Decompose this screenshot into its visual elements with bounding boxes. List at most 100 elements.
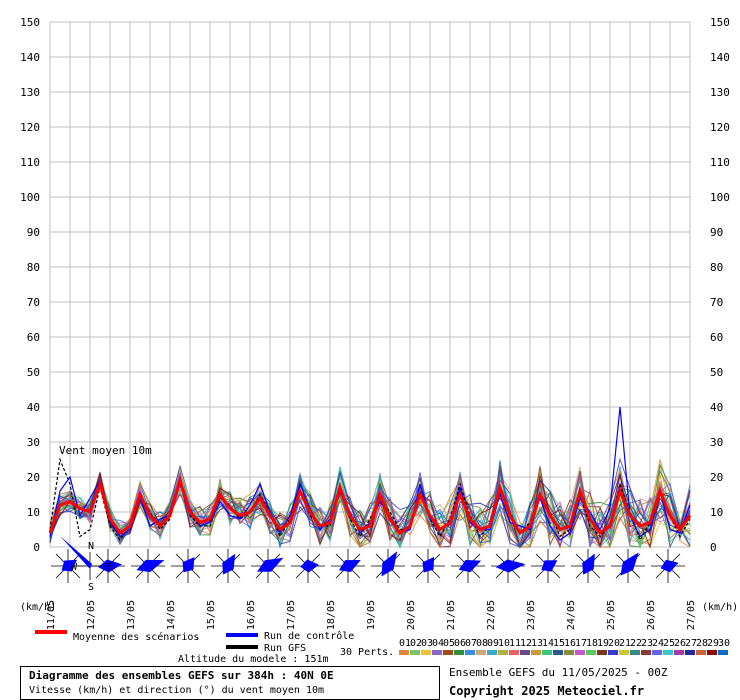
y-tick-label: 150 — [20, 16, 40, 29]
y-tick-label: 40 — [710, 401, 723, 414]
model-altitude: Altitude du modele : 151m — [178, 654, 329, 665]
wind-rose — [531, 549, 565, 583]
ensemble-run-label: Ensemble GEFS du 11/05/2025 - 00Z — [449, 666, 668, 679]
perturbation-label: 02 — [410, 638, 422, 649]
perturbation-swatch — [476, 650, 486, 655]
rose-petal — [458, 559, 482, 573]
rose-petal — [300, 559, 319, 573]
wind-rose — [371, 549, 405, 583]
y-tick-label: 20 — [27, 471, 40, 484]
wind-rose — [571, 549, 605, 583]
compass-s: S — [88, 582, 94, 593]
x-tick-label: 21/05 — [446, 600, 457, 630]
y-tick-label: 0 — [33, 541, 40, 554]
x-tick-label: 26/05 — [646, 600, 657, 630]
perturbation-swatch — [454, 650, 464, 655]
chart-annotation: Vent moyen 10m — [59, 444, 152, 457]
x-tick-label: 24/05 — [566, 600, 577, 630]
compass-n: N — [88, 541, 94, 552]
perturbation-swatch — [531, 650, 541, 655]
y-tick-label: 110 — [710, 156, 730, 169]
perturbation-label: 17 — [575, 638, 587, 649]
perturbation-label: 29 — [707, 638, 719, 649]
y-tick-label: 40 — [27, 401, 40, 414]
wind-rose — [411, 549, 445, 583]
wind-rose — [51, 549, 85, 583]
x-tick-label: 12/05 — [86, 600, 97, 630]
y-tick-label: 100 — [710, 191, 730, 204]
rose-petal — [495, 559, 526, 573]
ylabel-left: (km/h) — [20, 602, 56, 613]
rose-petal — [338, 559, 361, 572]
y-tick-label: 70 — [27, 296, 40, 309]
perturbation-swatch — [685, 650, 695, 655]
y-tick-label: 150 — [710, 16, 730, 29]
perturbation-swatch — [674, 650, 684, 655]
perturbation-line — [49, 472, 691, 549]
x-axis-labels: 11/05 12/05 13/05 14/05 15/05 16/05 17/05 18/05… — [46, 600, 697, 630]
perturbation-label: 20 — [608, 638, 620, 649]
wind-rose — [291, 549, 325, 583]
perturbation-swatch — [718, 650, 728, 655]
rose-petal — [136, 559, 165, 573]
x-tick-label: 27/05 — [686, 600, 697, 630]
wind-rose — [611, 549, 645, 583]
perturbation-swatch — [641, 650, 651, 655]
perturbation-swatch — [575, 650, 585, 655]
perturbation-swatch — [520, 650, 530, 655]
wind-roses — [51, 549, 685, 583]
perturbation-swatch — [553, 650, 563, 655]
compass-rose: N S E W — [60, 536, 112, 593]
wind-rose — [491, 549, 526, 583]
perturbation-swatch — [652, 650, 662, 655]
perturbation-swatch — [542, 650, 552, 655]
y-tick-label: 110 — [20, 156, 40, 169]
y-tick-label: 70 — [710, 296, 723, 309]
y-tick-label: 60 — [27, 331, 40, 344]
x-tick-label: 15/05 — [206, 600, 217, 630]
perturbation-label: 09 — [487, 638, 499, 649]
y-tick-label: 20 — [710, 471, 723, 484]
y-axis-left: 0 10 20 30 40 50 60 70 80 90 100 110 120 130 140 150 — [20, 16, 40, 554]
rose-petal — [620, 552, 639, 576]
wind-rose — [171, 549, 205, 583]
y-tick-label: 50 — [27, 366, 40, 379]
compass-w: W — [71, 562, 78, 573]
perturbation-label: 22 — [630, 638, 642, 649]
perturbation-swatch — [498, 650, 508, 655]
y-tick-label: 60 — [710, 331, 723, 344]
compass-e: E — [106, 562, 112, 573]
footer-box: Diagramme des ensembles GEFS sur 384h : … — [20, 666, 440, 700]
x-tick-label: 14/05 — [166, 600, 177, 630]
x-tick-label: 25/05 — [606, 600, 617, 630]
perturbation-swatch — [465, 650, 475, 655]
y-tick-label: 140 — [20, 51, 40, 64]
perturbation-label: 23 — [641, 638, 653, 649]
perturbation-swatch — [586, 650, 596, 655]
wind-rose — [211, 549, 245, 583]
perturbation-label: 24 — [652, 638, 664, 649]
y-tick-label: 50 — [710, 366, 723, 379]
rose-petal — [582, 553, 595, 575]
y-axis-right: 0 10 20 30 40 50 60 70 80 90 100 110 120 130 140 150 — [710, 16, 730, 554]
legend-control-label: Run de contrôle — [264, 630, 354, 642]
perturbation-label: 06 — [454, 638, 466, 649]
wind-rose — [651, 549, 685, 583]
rose-petal — [381, 551, 398, 577]
perturbations-label: 30 Perts. — [340, 647, 394, 658]
x-tick-label: 16/05 — [246, 600, 257, 630]
ylabel-right: (km/h) — [702, 602, 738, 613]
perturbation-label: 28 — [696, 638, 708, 649]
wind-rose — [451, 549, 485, 583]
perturbation-label: 19 — [597, 638, 609, 649]
y-tick-label: 30 — [27, 436, 40, 449]
perturbation-label: 30 — [718, 638, 730, 649]
perturbation-legend: 0102030405060708091011121314151617181920… — [399, 638, 730, 655]
perturbation-label: 16 — [564, 638, 576, 649]
perturbation-label: 13 — [531, 638, 543, 649]
chart-grid — [49, 21, 691, 548]
perturbation-label: 10 — [498, 638, 510, 649]
perturbation-swatch — [619, 650, 629, 655]
y-tick-label: 130 — [710, 86, 730, 99]
legend-gfs-label: Run GFS — [264, 643, 306, 654]
